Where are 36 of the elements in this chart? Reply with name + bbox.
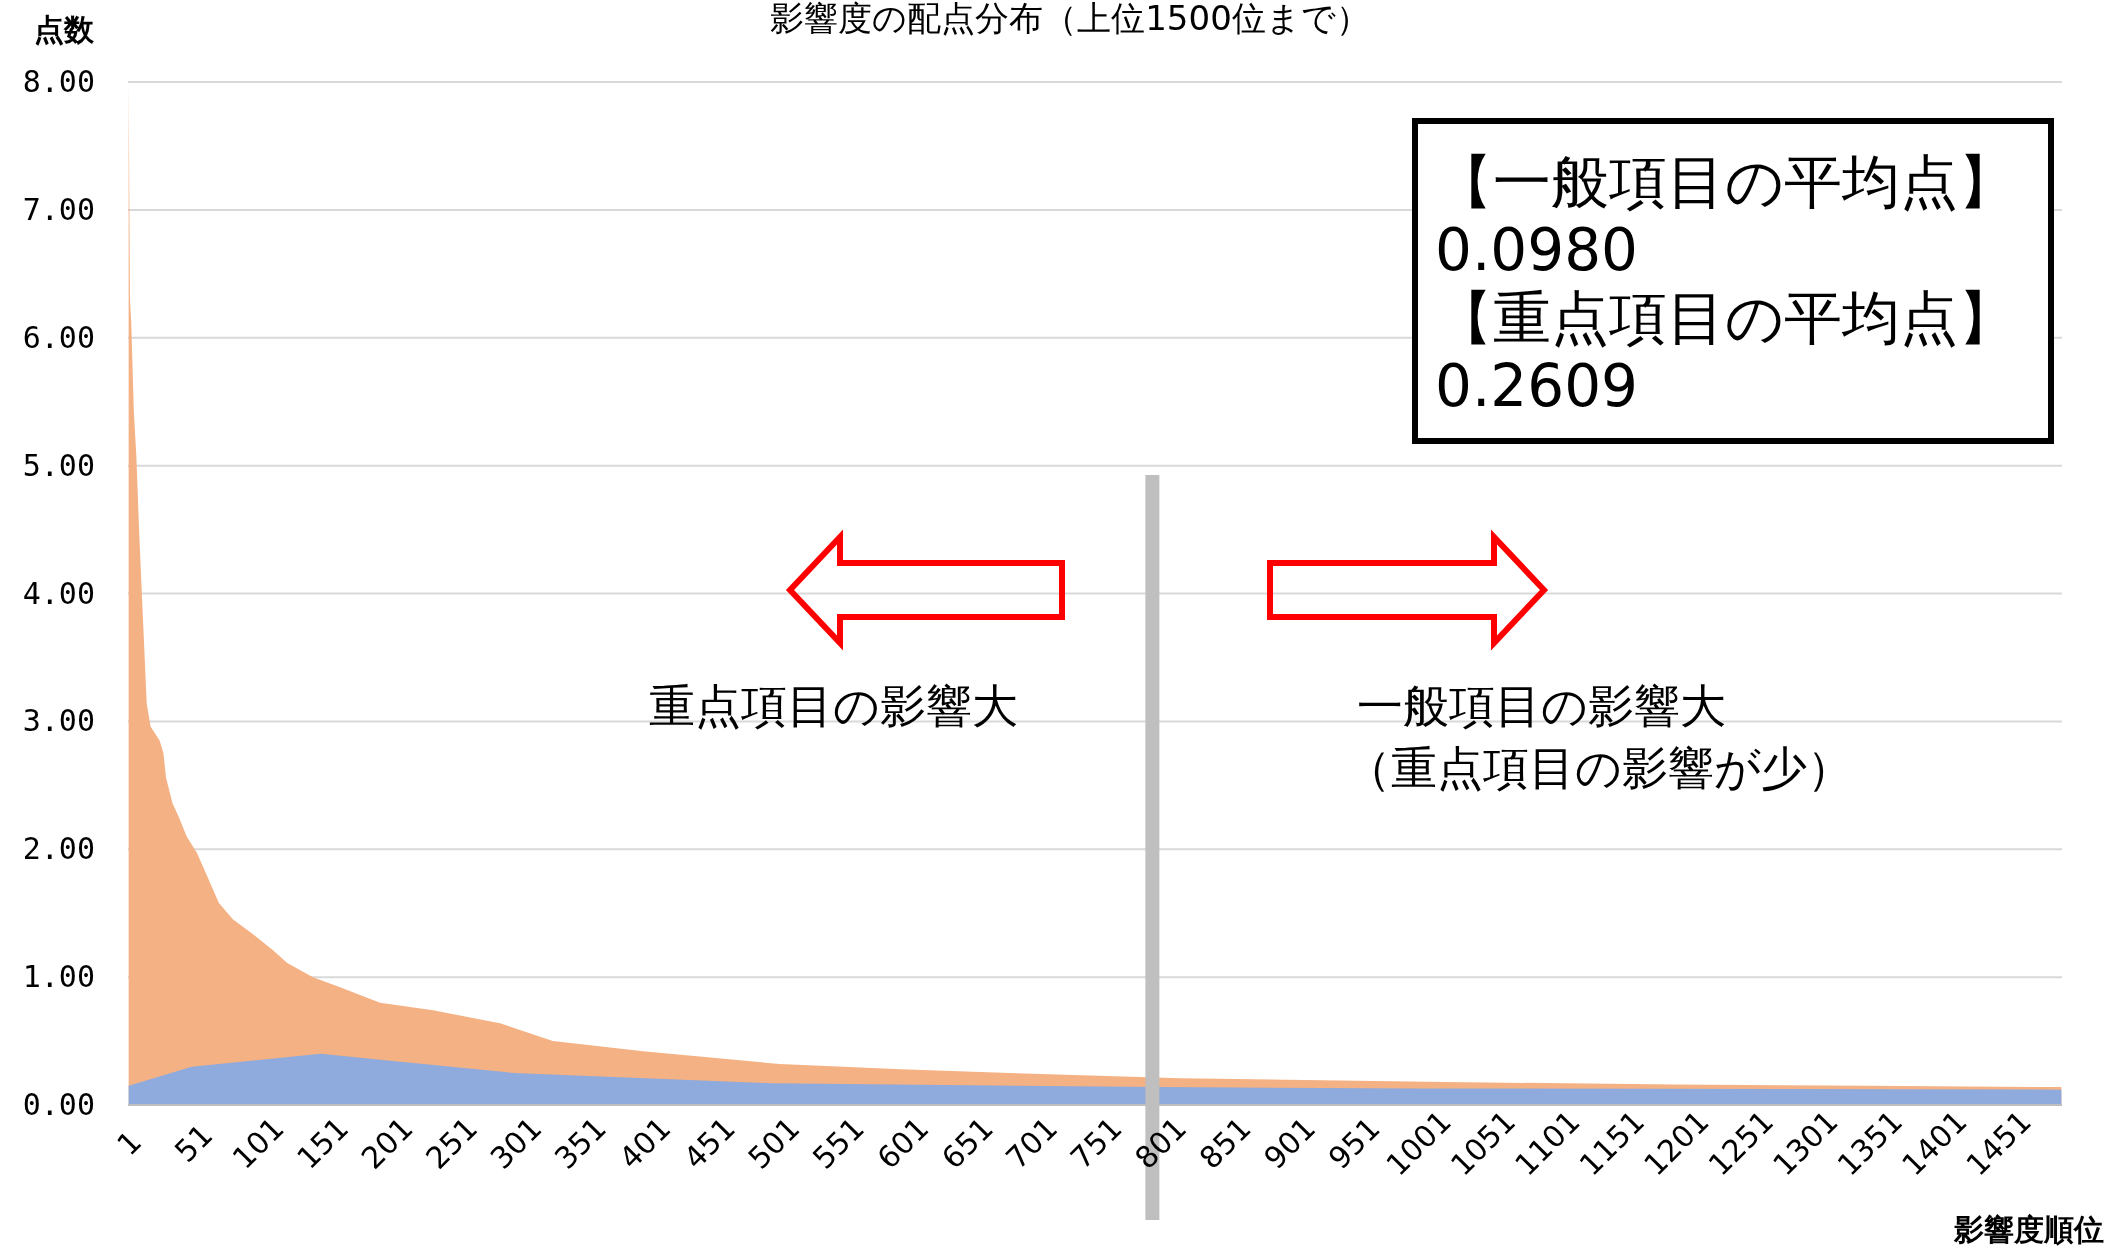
y-tick-label: 3.00 bbox=[22, 703, 95, 739]
x-tick-label: 251 bbox=[418, 1110, 485, 1176]
x-tick-label: 651 bbox=[934, 1110, 1000, 1176]
annotation: （重点項目の影響が少） bbox=[1345, 741, 1853, 795]
y-tick-label: 6.00 bbox=[22, 319, 95, 355]
annotation: 重点項目の影響大 bbox=[648, 679, 1018, 733]
x-tick-label: 901 bbox=[1256, 1110, 1323, 1176]
chart-title: 影響度の配点分布（上位1500位まで） bbox=[770, 0, 1370, 38]
x-tick-label: 351 bbox=[547, 1110, 614, 1176]
x-tick-label: 201 bbox=[354, 1110, 420, 1176]
y-axis-title: 点数 bbox=[34, 12, 95, 47]
y-tick-label: 4.00 bbox=[22, 575, 95, 611]
x-tick-label: 851 bbox=[1192, 1110, 1258, 1176]
annotation: 一般項目の影響大 bbox=[1357, 679, 1726, 733]
x-tick-label: 501 bbox=[741, 1110, 807, 1176]
x-tick-label: 151 bbox=[289, 1110, 356, 1176]
x-axis-title: 影響度順位 bbox=[1953, 1212, 2104, 1247]
x-tick-label: 1 bbox=[110, 1123, 149, 1163]
y-tick-label: 7.00 bbox=[22, 191, 95, 227]
x-tick-label: 301 bbox=[483, 1110, 549, 1176]
x-tick-label: 751 bbox=[1063, 1110, 1129, 1176]
y-tick-label: 8.00 bbox=[22, 64, 95, 100]
y-tick-label: 1.00 bbox=[22, 959, 95, 995]
x-tick-label: 601 bbox=[870, 1110, 936, 1176]
x-tick-label: 701 bbox=[999, 1110, 1065, 1176]
annotation: 【一般項目の平均点】 0.0980 【重点項目の平均点】 0.2609 bbox=[1435, 148, 2016, 420]
x-tick-label: 51 bbox=[167, 1117, 220, 1169]
y-tick-label: 0.00 bbox=[22, 1087, 95, 1123]
x-tick-label: 951 bbox=[1321, 1110, 1387, 1176]
y-tick-label: 2.00 bbox=[22, 831, 95, 867]
x-tick-label: 551 bbox=[805, 1110, 871, 1176]
x-tick-label: 101 bbox=[225, 1110, 291, 1176]
y-tick-label: 5.00 bbox=[22, 447, 95, 483]
x-tick-label: 801 bbox=[1127, 1110, 1194, 1176]
x-tick-label: 401 bbox=[612, 1110, 678, 1176]
x-tick-label: 451 bbox=[676, 1110, 742, 1176]
